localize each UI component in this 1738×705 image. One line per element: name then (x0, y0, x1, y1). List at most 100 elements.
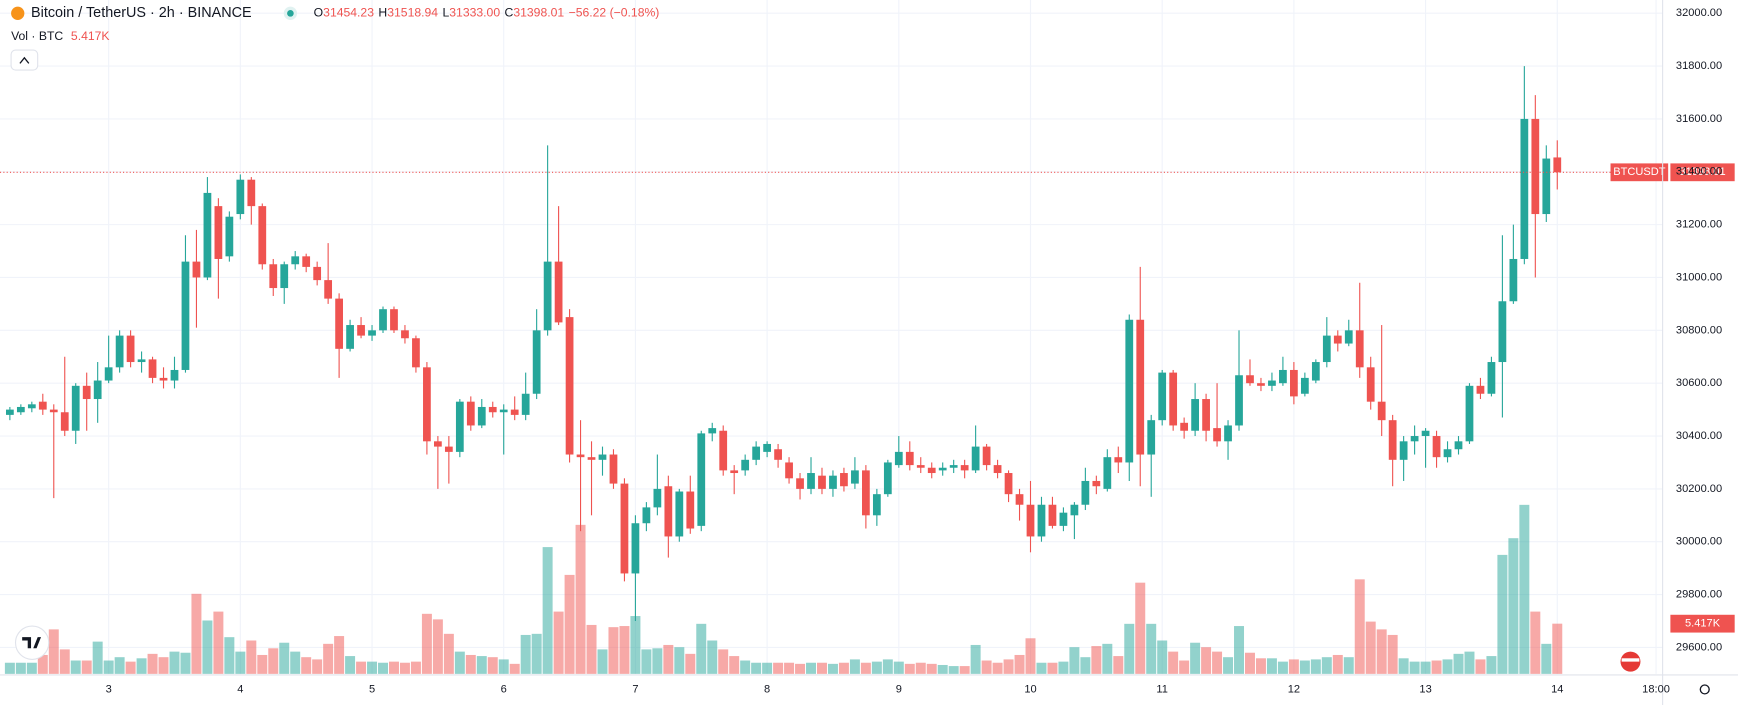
volume-bar (904, 663, 915, 674)
volume-bar (970, 644, 981, 674)
volume-bar (81, 660, 92, 674)
candle-body (1520, 118, 1529, 259)
candle-body (807, 473, 815, 489)
candle-body (894, 451, 903, 466)
candle-body (796, 478, 804, 489)
candle-body (1081, 480, 1090, 505)
volume-bar (399, 662, 410, 674)
candle-body (1498, 301, 1507, 363)
candle-body (181, 261, 190, 370)
candle-body (1377, 401, 1386, 421)
legend-value: 31454.23 (323, 6, 374, 20)
candle-body (1542, 158, 1551, 215)
price-label: 31398.01 (1679, 166, 1725, 178)
candle-body (5, 409, 14, 415)
candle-body (949, 465, 958, 468)
volume-bar (718, 649, 729, 674)
candle-body (543, 261, 552, 331)
volume-bar (1113, 656, 1124, 674)
candle-body (708, 428, 717, 434)
candle-body (434, 441, 442, 447)
volume-bar (323, 643, 334, 674)
volume-bar (1201, 647, 1212, 674)
volume-bar (1508, 538, 1519, 674)
candle-body (1443, 449, 1452, 458)
volume-bar (1519, 504, 1530, 674)
volume-bar (1332, 654, 1343, 674)
candle-body (379, 309, 387, 331)
x-tick-label: 10 (1024, 683, 1036, 695)
candle-body (1191, 399, 1199, 431)
settings-button[interactable] (1699, 684, 1710, 695)
volume-bar (1168, 651, 1179, 674)
volume-bar (1365, 621, 1376, 674)
candle-body (916, 465, 925, 468)
volume-bar (773, 662, 784, 674)
candle-body (444, 446, 453, 452)
volume-bar (410, 661, 421, 674)
y-tick-label: 29800.00 (1676, 589, 1722, 601)
volume-bar (224, 637, 235, 674)
legend-prefix: H (378, 6, 387, 20)
collapse-button[interactable] (10, 49, 39, 71)
candle-body (335, 298, 343, 349)
collapse-icon (19, 56, 30, 64)
candle-body (774, 449, 782, 460)
volume-bar (1047, 662, 1058, 674)
volume-bar (1277, 661, 1288, 674)
volume-bar (235, 651, 246, 674)
overlay: BTCUSDT 31398.01 5.417K (0, 163, 1735, 633)
volume-bar (751, 662, 762, 674)
candle-body (993, 465, 1002, 474)
candle-body (1311, 362, 1320, 381)
y-tick-label: 31000.00 (1676, 271, 1722, 283)
legend-prefix: L (442, 6, 449, 20)
volume-bar (948, 666, 959, 674)
volume-bar (92, 641, 103, 674)
x-tick-label: 18:00 (1642, 683, 1670, 695)
candle-body (1125, 319, 1134, 463)
candle-body (741, 459, 750, 471)
candle-body (554, 261, 563, 323)
y-tick-label: 31200.00 (1676, 219, 1722, 231)
candle-body (203, 192, 212, 278)
candle-body (927, 467, 936, 474)
chart-title[interactable]: Bitcoin / TetherUS · 2h · BINANCE (31, 5, 252, 21)
y-tick-label: 31800.00 (1676, 60, 1722, 72)
volume-bar (388, 661, 399, 674)
candle-body (455, 401, 464, 452)
volume-bar (1343, 657, 1354, 674)
volume-bar (345, 656, 356, 674)
candle-body (1487, 362, 1496, 394)
candle-body (576, 454, 585, 458)
candle-body (1531, 118, 1540, 215)
symbol-label: BTCUSDT (1613, 166, 1666, 178)
candle-body (1355, 330, 1364, 368)
tradingview-logo[interactable] (14, 625, 50, 660)
volume-bar (125, 661, 136, 674)
candle-body (883, 462, 892, 495)
volume-bar (1420, 661, 1431, 674)
candle-body (642, 507, 651, 524)
volume-bar (981, 660, 992, 674)
candle-body (631, 523, 640, 574)
volume-bar (26, 662, 37, 674)
volume-bar (1321, 657, 1332, 674)
volume-bar (147, 653, 158, 674)
candle-body (752, 446, 761, 460)
volume-bar (1124, 623, 1135, 674)
volume-bar (191, 593, 202, 674)
candle-body (1147, 420, 1156, 455)
volume-bar (1497, 554, 1508, 674)
candle-body (697, 433, 706, 526)
candle-body (862, 470, 870, 516)
symbol-label-bg (1610, 163, 1669, 182)
volume-bar (707, 640, 718, 674)
volume-bar (1299, 660, 1310, 674)
x-tick-label: 11 (1156, 683, 1168, 695)
volume-bar (1080, 657, 1091, 674)
x-tick-label: 5 (369, 683, 375, 695)
y-tick-label: 30000.00 (1676, 536, 1722, 548)
candle-body (1399, 441, 1408, 460)
volume-bar (246, 640, 257, 674)
